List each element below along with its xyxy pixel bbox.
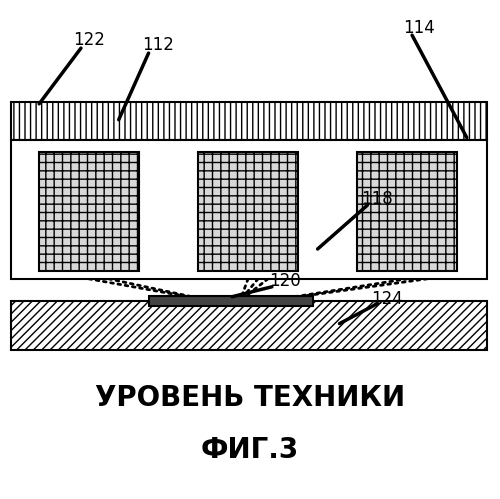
Bar — [12, 301, 486, 350]
Bar — [148, 296, 312, 306]
Bar — [198, 152, 298, 271]
Text: ФИГ.3: ФИГ.3 — [201, 436, 299, 464]
Text: 122: 122 — [73, 31, 105, 49]
Text: УРОВЕНЬ ТЕХНИКИ: УРОВЕНЬ ТЕХНИКИ — [95, 384, 405, 412]
Text: 114: 114 — [403, 19, 435, 37]
Bar — [39, 152, 138, 271]
Text: 112: 112 — [142, 36, 174, 54]
Text: 118: 118 — [362, 190, 393, 208]
Text: 124: 124 — [372, 290, 403, 308]
Text: 120: 120 — [269, 272, 300, 290]
Bar — [12, 102, 486, 140]
Bar — [12, 140, 486, 279]
Bar — [358, 152, 457, 271]
